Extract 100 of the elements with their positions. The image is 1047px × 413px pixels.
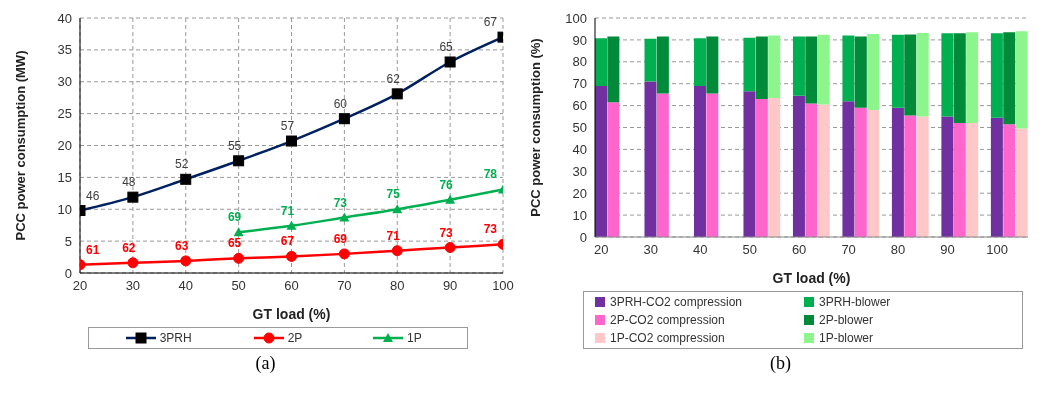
annotation: 78 [483, 167, 498, 182]
annotation: 46 [86, 188, 100, 203]
y-tick-label: 60 [572, 98, 587, 114]
annotation: 67 [483, 15, 498, 30]
bar [854, 107, 867, 237]
y-tick-label: 10 [572, 207, 587, 223]
legend-label: 1P-CO2 compression [610, 331, 725, 345]
y-tick-label: 20 [572, 185, 587, 201]
bar [867, 33, 880, 110]
bar [607, 102, 620, 237]
bar [706, 93, 719, 237]
point [233, 227, 244, 237]
x-tick-label: 90 [940, 242, 955, 258]
annotation: 75 [386, 187, 401, 202]
bar [755, 36, 768, 100]
y-tick-label: 30 [57, 74, 72, 90]
y-tick-label: 30 [572, 163, 587, 179]
point [286, 250, 297, 262]
bar [904, 34, 917, 116]
bar [953, 123, 966, 237]
point [444, 242, 456, 253]
annotation: 48 [122, 175, 136, 190]
y-axis-title: PCC power consumption (%) [527, 38, 543, 217]
y-axis-title: PCC power consumption (MW) [12, 50, 28, 241]
bar [953, 33, 966, 124]
legend-label: 3PRH-blower [819, 295, 891, 309]
x-tick-label: 80 [390, 278, 405, 294]
bar [867, 109, 880, 237]
annotation: 62 [386, 71, 401, 86]
bar [941, 33, 954, 117]
point [392, 204, 403, 214]
y-tick-label: 40 [57, 10, 72, 26]
x-axis-title: GT load (%) [252, 306, 331, 322]
x-tick-label: 90 [442, 278, 458, 294]
x-tick-label: 30 [125, 278, 141, 294]
y-tick-label: 90 [572, 32, 587, 48]
x-tick-label: 20 [593, 242, 609, 258]
point [180, 255, 192, 267]
bar [1015, 128, 1028, 237]
x-tick-label: 100 [492, 278, 514, 294]
bar [755, 99, 768, 237]
annotation: 67 [280, 234, 295, 249]
bar [817, 34, 830, 105]
legend-label: 1P-blower [819, 331, 874, 345]
x-tick-label: 70 [337, 278, 352, 294]
bar [644, 81, 657, 237]
x-tick-label: 50 [231, 278, 246, 294]
annotation: 65 [227, 236, 242, 251]
y-tick-label: 0 [64, 265, 72, 281]
bar [990, 33, 1003, 118]
bar [1003, 32, 1016, 125]
annotation: 52 [175, 157, 189, 172]
bar [656, 36, 669, 94]
bar [891, 34, 904, 108]
annotation: 62 [122, 240, 136, 255]
x-tick-label: 70 [841, 242, 856, 258]
point [338, 248, 350, 260]
bar [805, 36, 818, 104]
x-tick-label: 60 [284, 278, 299, 294]
bar [916, 116, 929, 237]
annotation: 65 [439, 39, 454, 54]
y-tick-label: 5 [64, 233, 72, 249]
bar [1003, 124, 1016, 237]
text: (b) [770, 353, 791, 375]
bar [706, 36, 719, 94]
bar [854, 36, 867, 108]
legend-label: 1P [406, 331, 422, 345]
legend-label: 2P [287, 331, 303, 345]
bar [966, 123, 979, 237]
bar [607, 36, 620, 103]
point [233, 252, 245, 264]
bar [842, 101, 855, 237]
bar [656, 93, 669, 237]
point [391, 245, 403, 257]
bar [768, 35, 781, 98]
point [445, 194, 456, 204]
x-axis-title: GT load (%) [772, 270, 851, 286]
bar [595, 85, 607, 237]
point [339, 212, 350, 222]
y-tick-label: 80 [572, 54, 587, 70]
x-tick-label: 60 [791, 242, 807, 258]
x-tick-label: 50 [742, 242, 757, 258]
bar [842, 35, 855, 102]
legend-label: 3PRH-CO2 compression [610, 295, 743, 309]
annotation: 57 [280, 119, 295, 134]
bar [916, 32, 929, 117]
bar [904, 115, 917, 237]
annotation: 71 [280, 203, 295, 218]
annotation: 55 [227, 138, 242, 153]
y-tick-label: 25 [57, 106, 72, 122]
bar [1015, 31, 1028, 129]
annotation: 61 [86, 242, 100, 257]
bar [743, 91, 756, 237]
y-tick-label: 50 [572, 120, 587, 136]
y-tick-label: 15 [57, 169, 72, 185]
bar [792, 36, 805, 96]
annotation: 69 [333, 231, 348, 246]
x-tick-label: 100 [986, 242, 1008, 258]
bar [693, 85, 706, 237]
annotation: 76 [439, 177, 454, 192]
